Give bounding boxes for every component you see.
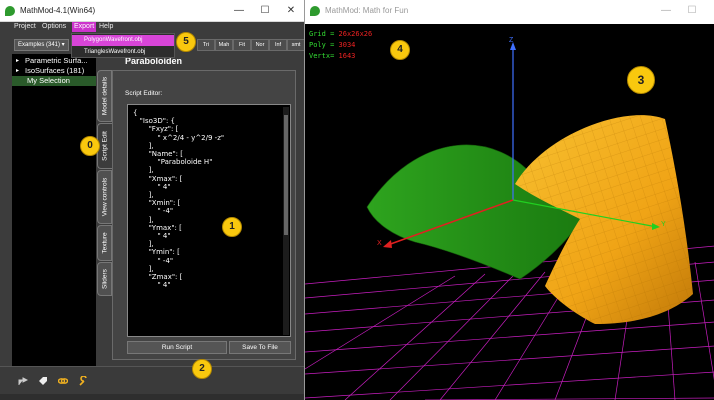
tool-button-tri[interactable]: Tri bbox=[197, 39, 215, 51]
vertx-stat-label: Vertx= bbox=[309, 52, 339, 60]
axis-z-label: Z bbox=[509, 37, 514, 44]
menu-help[interactable]: Help bbox=[99, 23, 114, 30]
tab-texture-label: Texture bbox=[101, 232, 108, 254]
tab-sliders[interactable]: Sliders bbox=[97, 262, 112, 296]
scrollbar-thumb[interactable] bbox=[284, 115, 288, 235]
viewer-title: MathMod: Math for Fun bbox=[325, 6, 409, 15]
grid-stat-value: 26x26x26 bbox=[338, 30, 373, 38]
script-edit-tab-page: Script Editor: { "Iso3D": { "Fxyz": [ " … bbox=[112, 70, 296, 360]
share-icon[interactable] bbox=[18, 376, 28, 386]
model-stats-overlay: Grid = 26x26x26 Poly = 3034 Vertx= 1643 bbox=[309, 29, 372, 62]
axis-y-label: Y bbox=[661, 221, 666, 228]
viewer-titlebar: MathMod: Math for Fun — ☐ bbox=[305, 0, 714, 24]
mathmod-app-icon bbox=[5, 6, 15, 16]
minimize-button[interactable]: — bbox=[234, 5, 244, 16]
tool-button-smt[interactable]: smt bbox=[287, 39, 305, 51]
tab-model-details-label: Model details bbox=[101, 76, 108, 116]
tree-item-isosurfaces[interactable]: ▸ IsoSurfaces (181) bbox=[12, 66, 96, 76]
save-to-file-button[interactable]: Save To File bbox=[229, 341, 291, 354]
3d-scene: Z X Y bbox=[305, 37, 714, 400]
mathmod-app-icon bbox=[310, 6, 320, 16]
poly-stat-label: Poly = bbox=[309, 41, 339, 49]
tool-button-inf[interactable]: Inf bbox=[269, 39, 287, 51]
toolbar: Examples (341) ▾ Tri Mah Fit Nor Inf smt bbox=[0, 36, 305, 54]
script-editor-scrollbar[interactable] bbox=[283, 107, 289, 335]
tree-item-label: Parametric Surfa... bbox=[25, 56, 88, 65]
maximize-button[interactable]: ☐ bbox=[260, 5, 270, 16]
menu-export[interactable]: Export bbox=[72, 22, 97, 32]
close-button[interactable]: ✕ bbox=[286, 5, 296, 16]
status-bar bbox=[0, 394, 304, 400]
tab-view-controls-label: View controls bbox=[101, 177, 108, 217]
tag-icon[interactable] bbox=[38, 376, 48, 386]
panel-title: Paraboloiden bbox=[125, 56, 183, 66]
annotation-badge-1: 1 bbox=[222, 217, 242, 237]
tree-item-label: IsoSurfaces (181) bbox=[25, 66, 85, 75]
tool-button-fit[interactable]: Fit bbox=[233, 39, 251, 51]
annotation-badge-5: 5 bbox=[176, 32, 196, 52]
axis-x-arrow-icon bbox=[383, 240, 392, 248]
wrench-icon[interactable] bbox=[78, 376, 88, 386]
tab-view-controls[interactable]: View controls bbox=[97, 170, 112, 224]
tree-item-my-selection[interactable]: My Selection bbox=[12, 76, 96, 86]
expand-arrow-icon[interactable]: ▸ bbox=[16, 68, 20, 74]
grid-stat-label: Grid = bbox=[309, 30, 339, 38]
menu-options[interactable]: Options bbox=[42, 23, 67, 30]
export-dropdown-menu: PolygonWavefront.obj TrianglesWavefront.… bbox=[71, 33, 175, 58]
viewer-maximize-button[interactable]: ☐ bbox=[687, 5, 697, 16]
script-editor-label: Script Editor: bbox=[125, 90, 163, 97]
tab-sliders-label: Sliders bbox=[101, 269, 108, 289]
axis-x-line bbox=[384, 199, 514, 247]
script-editor[interactable]: { "Iso3D": { "Fxyz": [ " x^2/4 - y^2/9 -… bbox=[127, 104, 291, 337]
axis-x-label: X bbox=[377, 240, 382, 247]
bottom-icon-bar bbox=[0, 366, 304, 394]
tree-item-label: My Selection bbox=[27, 76, 70, 85]
3d-viewport[interactable]: Z X Y Grid = 26x26x26 Poly = 3034 Vertx=… bbox=[305, 24, 714, 400]
viewer-window: MathMod: Math for Fun — ☐ bbox=[304, 0, 714, 400]
poly-stat-value: 3034 bbox=[338, 41, 356, 49]
vertx-stat-value: 1643 bbox=[338, 52, 356, 60]
axis-z-arrow-icon bbox=[510, 42, 516, 50]
main-window-title: MathMod-4.1(Win64) bbox=[20, 6, 96, 15]
axes: Z X Y bbox=[377, 37, 666, 248]
menu-bar: Project Options Export Help bbox=[0, 22, 304, 33]
export-triangles-wavefront-item[interactable]: TrianglesWavefront.obj bbox=[84, 49, 146, 55]
export-polygon-wavefront-item[interactable]: PolygonWavefront.obj bbox=[72, 35, 174, 46]
tree-item-parametric-surfaces[interactable]: ▸ Parametric Surfa... bbox=[12, 56, 96, 66]
tool-button-mah[interactable]: Mah bbox=[215, 39, 233, 51]
surface-mesh-overlay bbox=[515, 115, 693, 324]
annotation-badge-0: 0 bbox=[80, 136, 100, 156]
expand-arrow-icon[interactable]: ▸ bbox=[16, 58, 20, 64]
annotation-badge-2: 2 bbox=[192, 359, 212, 379]
axis-y-line bbox=[512, 199, 658, 228]
model-panel: Paraboloiden Model details Script Edit V… bbox=[96, 54, 300, 366]
tab-texture[interactable]: Texture bbox=[97, 225, 112, 261]
mathmod-main-window: MathMod-4.1(Win64) — ☐ ✕ Project Options… bbox=[0, 0, 305, 400]
tab-script-edit-label: Script Edit bbox=[101, 131, 109, 161]
main-window-titlebar: MathMod-4.1(Win64) — ☐ ✕ bbox=[0, 0, 304, 22]
annotation-badge-4: 4 bbox=[390, 40, 410, 60]
tab-model-details[interactable]: Model details bbox=[97, 70, 112, 122]
menu-project[interactable]: Project bbox=[14, 23, 36, 30]
viewer-minimize-button[interactable]: — bbox=[661, 5, 671, 16]
script-editor-text[interactable]: { "Iso3D": { "Fxyz": [ " x^2/4 - y^2/9 -… bbox=[133, 109, 225, 290]
link-icon[interactable] bbox=[58, 376, 68, 386]
tool-button-nor[interactable]: Nor bbox=[251, 39, 269, 51]
model-tree: ▸ Parametric Surfa... ▸ IsoSurfaces (181… bbox=[12, 54, 96, 366]
axis-y-arrow-icon bbox=[652, 223, 660, 230]
annotation-badge-3: 3 bbox=[627, 66, 655, 94]
run-script-button[interactable]: Run Script bbox=[127, 341, 227, 354]
examples-combo[interactable]: Examples (341) ▾ bbox=[14, 39, 69, 51]
